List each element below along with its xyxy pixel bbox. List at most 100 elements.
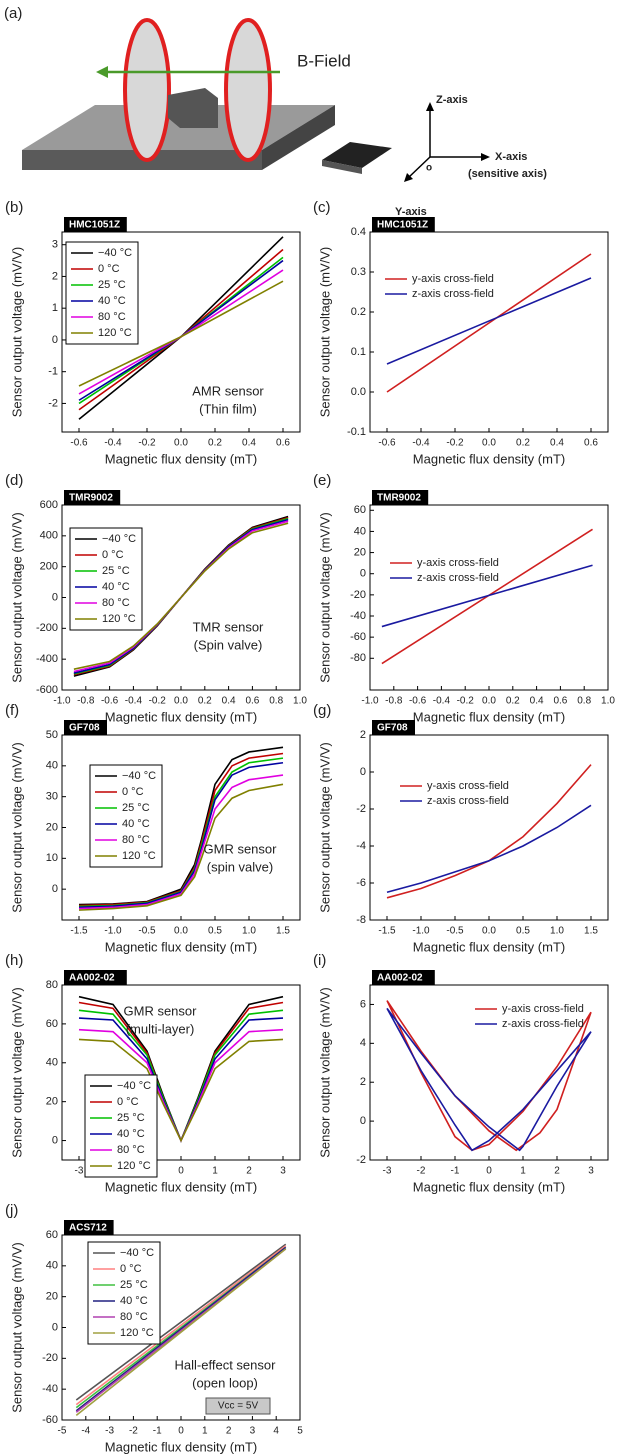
plot-frame	[369, 984, 609, 1161]
data-line	[78, 1038, 284, 1143]
x-tick-label: -0.5	[138, 926, 156, 937]
data-line	[78, 280, 284, 387]
y-axis-label: Y-axis	[395, 206, 427, 218]
legend-label: 25 °C	[117, 1112, 145, 1124]
y-tick-label: 0	[52, 1321, 58, 1333]
chart-panel: (j) -5 -4 -3 -2 -1 0 1 2 3 4 5 -60 -40 -20 0 20 40 60 Magne…	[5, 1202, 303, 1454]
y-tick-label: 0.4	[351, 226, 366, 238]
chip	[322, 142, 392, 168]
x-axis-note: (sensitive axis)	[468, 168, 547, 180]
data-line	[381, 564, 593, 628]
y-tick-label: 2	[360, 729, 366, 741]
x-tick-label: -1	[153, 1426, 162, 1437]
x-tick-label: 0	[178, 1426, 184, 1437]
tag-label: TMR9002	[69, 493, 113, 504]
x-tick-label: -1.5	[70, 926, 88, 937]
x-tick-label: -0.8	[77, 696, 95, 707]
x-tick-label: 0.4	[550, 438, 564, 449]
chart-panel: (h)-3-2-10123020406080Magnetic flux dens…	[5, 952, 301, 1194]
legend-label: 120 °C	[102, 613, 136, 625]
legend-label: −40 °C	[122, 770, 156, 782]
tag-label: HMC1051Z	[377, 220, 428, 231]
legend-label: 80 °C	[117, 1144, 145, 1156]
data-line	[386, 804, 592, 894]
y-tick-label: -80	[350, 652, 366, 664]
annotation: GMR sensor	[124, 1003, 198, 1018]
x-tick-label: 1	[202, 1426, 208, 1437]
x-axis-title: Magnetic flux density (mT)	[413, 709, 565, 724]
data-line	[78, 761, 284, 909]
data-line	[386, 277, 592, 365]
x-tick-label: 1.5	[584, 926, 598, 937]
tag-label: HMC1051Z	[69, 220, 120, 231]
y-tick-label: 0	[360, 1115, 366, 1127]
x-axis-label: X-axis	[495, 151, 527, 163]
y-tick-label: 0.2	[351, 306, 366, 318]
data-line	[78, 774, 284, 910]
y-tick-label: 40	[46, 1260, 58, 1272]
legend-label: −40 °C	[120, 1247, 154, 1259]
legend-label: 80 °C	[120, 1311, 148, 1323]
x-tick-label: -0.6	[378, 438, 396, 449]
legend-box	[87, 1241, 161, 1345]
legend-label: −40 °C	[102, 533, 136, 545]
tag-box	[64, 217, 127, 232]
x-tick-label: 2	[554, 1166, 560, 1177]
tag-label: GF708	[69, 723, 100, 734]
note-box	[205, 1397, 271, 1415]
legend-label: y-axis cross-field	[502, 1003, 584, 1015]
y-axis-title: Sensor output voltage (mV/V)	[9, 742, 24, 913]
annotation: Hall-effect sensor	[175, 1357, 277, 1372]
x-axis-title: Magnetic flux density (mT)	[413, 451, 565, 466]
x-tick-label: -2	[417, 1166, 426, 1177]
arrow-head	[404, 173, 413, 182]
x-tick-label: 1	[212, 1166, 218, 1177]
y-tick-label: 0	[360, 568, 366, 580]
legend-box	[69, 527, 143, 631]
legend-label: 40 °C	[102, 581, 130, 593]
z-axis-label: Z-axis	[436, 94, 468, 106]
x-tick-label: -0.2	[138, 438, 156, 449]
sensor-block	[168, 88, 218, 128]
plot-frame	[61, 734, 301, 921]
y-tick-label: 3	[52, 239, 58, 251]
y-tick-label: 20	[46, 821, 58, 833]
legend-label: 0 °C	[117, 1096, 139, 1108]
legend-label: 120 °C	[120, 1327, 154, 1339]
x-tick-label: 1.5	[276, 926, 290, 937]
x-tick-label: 0.2	[208, 438, 222, 449]
y-tick-label: -40	[42, 1383, 58, 1395]
tag-box	[372, 720, 415, 735]
x-tick-label: 0.0	[174, 926, 188, 937]
plot-frame	[61, 231, 301, 433]
y-arrow	[407, 156, 431, 179]
legend-label: 0 °C	[120, 1263, 142, 1275]
legend-label: 25 °C	[122, 802, 150, 814]
x-tick-label: 1.0	[550, 926, 564, 937]
tag-label: ACS712	[69, 1223, 107, 1234]
panel-label: (h)	[5, 952, 23, 969]
y-tick-label: 80	[46, 979, 58, 991]
chart-panel: (e) -1.0 -0.8 -0.6 -0.4 -0.2 0.0 0.2 0.4 0.6 0.8 1.…	[313, 472, 615, 724]
field-label: B-Field	[297, 51, 351, 70]
arrow-head	[481, 153, 490, 161]
x-tick-label: -0.6	[409, 696, 427, 707]
y-tick-label: 0	[52, 334, 58, 346]
plot-frame	[61, 1234, 301, 1421]
y-tick-label: 0.1	[351, 346, 366, 358]
x-tick-label: 0.0	[174, 438, 188, 449]
annotation: TMR sensor	[193, 619, 264, 634]
chart-panel: (f) -1.5 -1.0 -0.5 0.0 0.5 1.0 1.5 0 10 20 30 40 50 Ma…	[5, 702, 301, 954]
y-tick-label: 60	[354, 504, 366, 516]
y-tick-label: 10	[46, 852, 58, 864]
legend-label: 80 °C	[122, 834, 150, 846]
platform-side	[262, 105, 335, 170]
annotation: AMR sensor	[192, 383, 264, 398]
data-line	[75, 1248, 287, 1417]
legend-label: 25 °C	[120, 1279, 148, 1291]
y-tick-label: 60	[46, 1018, 58, 1030]
legend-label: 0 °C	[102, 549, 124, 561]
data-line	[75, 1246, 287, 1412]
legend-label: 25 °C	[98, 279, 126, 291]
